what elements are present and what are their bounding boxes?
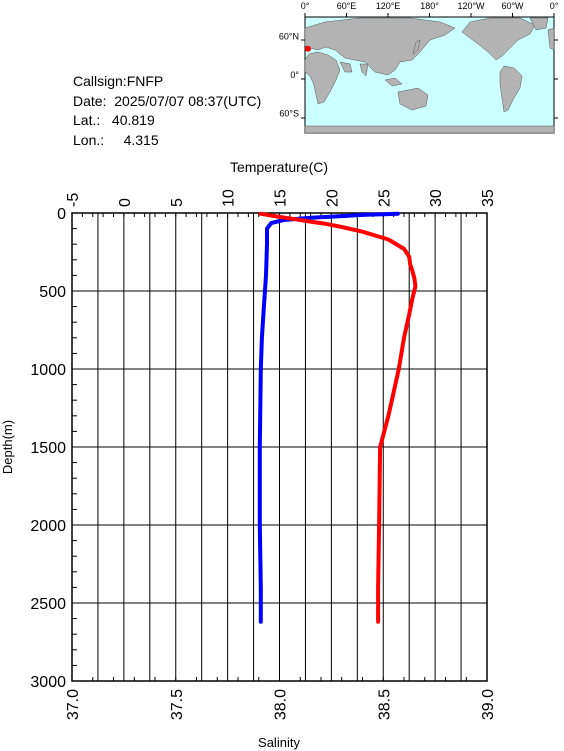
salinity-tick-label: 38.0 — [273, 689, 290, 720]
latitude-text: Lat.: 40.819 — [73, 112, 155, 128]
map-longitude-label: 60°E — [337, 1, 357, 11]
depth-tick-label: 3000 — [30, 674, 66, 691]
depth-tick-label: 1000 — [30, 362, 66, 379]
salinity-axis-label: Salinity — [258, 735, 300, 750]
temperature-tick-label: 10 — [221, 189, 238, 207]
map-land — [304, 17, 555, 134]
salinity-tick-labels: 37.0 37.5 38.0 38.5 39.0 — [65, 689, 497, 720]
map-latitude-label: 60°N — [279, 31, 299, 41]
temperature-tick-label: -5 — [65, 193, 82, 207]
date-text: Date: 2025/07/07 08:37(UTC) — [73, 92, 262, 109]
temperature-axis-label: Temperature(C) — [230, 159, 328, 175]
map-longitude-label: 120°E — [376, 1, 401, 11]
plot-grid — [71, 212, 488, 682]
map-latitude-label: 0° — [290, 70, 299, 80]
depth-tick-label: 500 — [39, 284, 66, 301]
map-longitude-label: 60°W — [501, 1, 524, 11]
longitude-text: Lon.: 4.315 — [73, 131, 159, 148]
temperature-tick-label: 30 — [428, 189, 445, 207]
map-longitude-labels: 0° 60°E 120°E 180° 120°W 60°W 0° — [301, 1, 559, 11]
depth-tick-label: 2500 — [30, 596, 66, 613]
temperature-tick-label: 15 — [273, 189, 290, 207]
depth-tick-label: 2000 — [30, 518, 66, 535]
depth-axis-label: Depth(m) — [0, 420, 15, 474]
salinity-profile-line — [257, 211, 400, 624]
temperature-tick-labels: -5 0 5 10 15 20 25 30 35 — [65, 189, 497, 207]
temperature-tick-label: 25 — [376, 189, 393, 207]
map-longitude-label: 0° — [301, 1, 310, 11]
temperature-profile-line — [258, 211, 418, 624]
map-graticule — [301, 13, 558, 119]
depth-tick-labels: 0 500 1000 1500 2000 2500 3000 — [30, 206, 66, 691]
station-info: Callsign:FNFP Date: 2025/07/07 08:37(UTC… — [73, 72, 261, 150]
depth-tick-label: 0 — [57, 206, 66, 223]
map-longitude-label: 0° — [550, 1, 559, 11]
map-latitude-labels: 60°N 0° 60°S — [279, 31, 300, 118]
temperature-tick-label: 20 — [324, 189, 341, 207]
depth-tick-label: 1500 — [30, 440, 66, 457]
temperature-tick-label: 5 — [169, 198, 186, 207]
map-latitude-label: 60°S — [279, 109, 299, 119]
callsign-text: Callsign:FNFP — [73, 73, 164, 89]
salinity-tick-label: 37.0 — [65, 689, 82, 720]
salinity-tick-label: 37.5 — [169, 689, 186, 720]
map-longitude-label: 180° — [420, 1, 439, 11]
profile-series — [257, 211, 418, 624]
salinity-tick-label: 38.5 — [376, 689, 393, 720]
temperature-tick-label: 35 — [480, 189, 497, 207]
salinity-tick-label: 39.0 — [480, 689, 497, 720]
map-longitude-label: 120°W — [457, 1, 485, 11]
location-map: 0° 60°E 120°E 180° 120°W 60°W 0° 60°N 0° 60°S — [279, 1, 559, 134]
station-location-marker — [304, 45, 311, 52]
temperature-tick-label: 0 — [117, 198, 134, 207]
